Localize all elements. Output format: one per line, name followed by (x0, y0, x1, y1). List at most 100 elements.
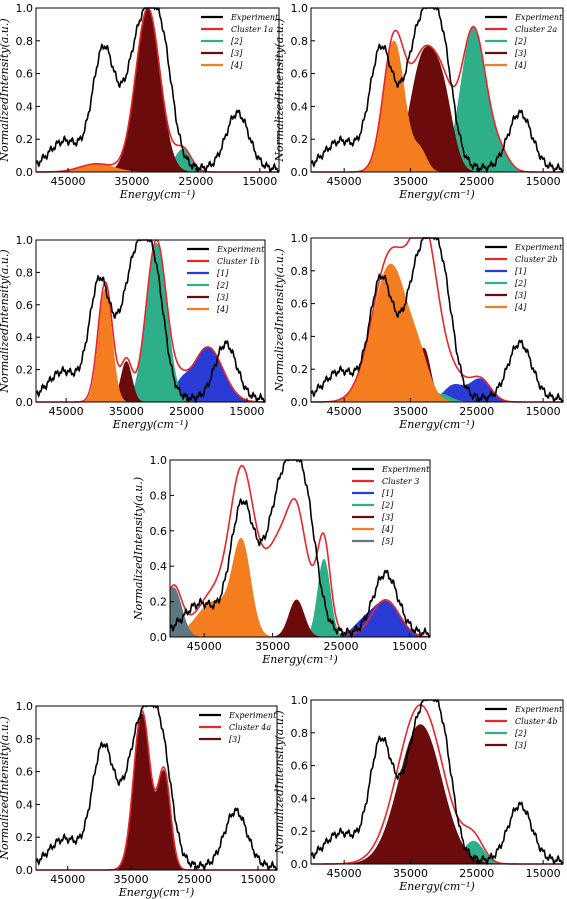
y-tick-label: 0.0 (291, 858, 309, 871)
legend-label: [2] (515, 37, 527, 46)
legend-label: Experiment (228, 711, 277, 720)
cluster-line (169, 464, 431, 638)
y-tick-label: 0.4 (291, 792, 309, 805)
y-tick-label: 0.4 (150, 560, 168, 573)
y-tick-label: 0.0 (291, 166, 309, 179)
x-axis-label: Energy(cm⁻¹) (119, 188, 196, 201)
y-tick-label: 0.8 (150, 489, 168, 502)
y-tick-label: 0.6 (150, 525, 168, 538)
y-tick-label: 0.8 (16, 266, 34, 279)
legend-label: Cluster 2a (515, 25, 557, 34)
y-tick-label: 0.8 (291, 35, 309, 48)
plot-frame (310, 237, 564, 403)
x-tick-label: 25000 (459, 867, 494, 880)
plot-frame (35, 7, 280, 173)
x-tick-label: 35000 (393, 405, 428, 418)
x-tick-label: 15000 (526, 175, 561, 188)
x-tick-label: 45000 (327, 405, 362, 418)
y-axis-label: NormalizedIntensity(a.u.) (132, 477, 145, 621)
plot-frame (310, 7, 564, 173)
y-tick-label: 0.6 (16, 766, 34, 779)
legend-label: [4] (382, 525, 394, 534)
experiment-line (35, 705, 278, 872)
y-axis-label: NormalizedIntensity(a.u.) (0, 716, 11, 860)
x-axis-label: Energy(cm⁻¹) (112, 418, 189, 431)
experiment-line (310, 699, 564, 866)
x-tick-label: 15000 (392, 640, 427, 653)
x-tick-label: 35000 (109, 405, 144, 418)
y-axis-label: NormalizedIntensity(a.u.) (0, 249, 11, 393)
legend-label: Experiment (381, 465, 430, 474)
x-tick-label: 15000 (229, 405, 264, 418)
y-tick-label: 0.2 (291, 133, 309, 146)
y-tick-label: 0.0 (16, 396, 34, 409)
y-tick-label: 0.8 (291, 265, 309, 278)
y-axis-label: NormalizedIntensity(a.u.) (273, 248, 286, 392)
x-tick-label: 35000 (114, 873, 149, 886)
legend-label: [5] (382, 537, 394, 546)
y-tick-label: 0.8 (16, 733, 34, 746)
x-axis-label: Energy(cm⁻¹) (261, 653, 338, 666)
legend-label: [4] (515, 61, 527, 70)
y-tick-label: 0.2 (150, 596, 168, 609)
y-tick-label: 0.6 (16, 68, 34, 81)
x-axis-label: Energy(cm⁻¹) (398, 880, 475, 893)
legend-label: [4] (515, 303, 527, 312)
chart-panel-1a: 0.0 0.2 0.4 0.6 0.8 1.0 45000 35000 25000 15000 En… (0, 2, 280, 201)
y-tick-label: 0.2 (16, 831, 34, 844)
component-area-1 (36, 713, 277, 871)
y-tick-label: 0.0 (16, 864, 34, 877)
x-tick-label: 35000 (393, 867, 428, 880)
legend-label: Cluster 4a (229, 723, 271, 732)
x-axis-label: Energy(cm⁻¹) (118, 886, 195, 899)
chart-panel-2a: 0.0 0.2 0.4 0.6 0.8 1.0 45000 35000 25000 15000 En… (273, 2, 564, 201)
legend-label: Experiment (230, 13, 279, 22)
legend-label: [3] (229, 735, 241, 744)
y-tick-label: 0.2 (291, 825, 309, 838)
x-tick-label: 15000 (240, 873, 275, 886)
y-tick-label: 0.0 (16, 166, 34, 179)
legend-label: [2] (515, 729, 527, 738)
legend-label: [3] (515, 741, 527, 750)
chart-panel-4b: 0.0 0.2 0.4 0.6 0.8 1.0 45000 35000 25000 15000 En… (273, 694, 564, 893)
y-tick-label: 0.4 (16, 331, 34, 344)
legend-label: Cluster 1a (231, 25, 273, 34)
x-tick-label: 25000 (178, 175, 213, 188)
x-tick-label: 15000 (242, 175, 277, 188)
y-tick-label: 1.0 (291, 2, 309, 15)
x-tick-label: 45000 (49, 405, 84, 418)
x-tick-label: 45000 (50, 175, 85, 188)
x-tick-label: 35000 (114, 175, 149, 188)
legend-label: [1] (382, 489, 394, 498)
y-tick-label: 0.2 (16, 364, 34, 377)
chart-panel-2b: 0.0 0.2 0.4 0.6 0.8 1.0 45000 35000 25000 15000 En… (273, 232, 564, 431)
y-tick-label: 0.8 (16, 35, 34, 48)
experiment-line (35, 239, 266, 404)
x-tick-label: 25000 (459, 175, 494, 188)
y-tick-label: 0.4 (291, 330, 309, 343)
legend-label: Cluster 2b (515, 255, 557, 264)
y-tick-label: 1.0 (291, 694, 309, 707)
experiment-line (310, 237, 564, 404)
x-tick-label: 25000 (324, 640, 359, 653)
legend-label: [3] (515, 49, 527, 58)
y-tick-label: 1.0 (16, 700, 34, 713)
y-axis-label: NormalizedIntensity(a.u.) (0, 18, 11, 162)
legend-label: [4] (217, 305, 229, 314)
x-tick-label: 45000 (327, 175, 362, 188)
chart-panel-4a: 0.0 0.2 0.4 0.6 0.8 1.0 45000 35000 25000 15000 En… (0, 700, 278, 899)
y-tick-label: 0.0 (291, 396, 309, 409)
y-tick-label: 0.2 (291, 363, 309, 376)
legend-label: Cluster 3 (382, 477, 419, 486)
legend-label: [3] (217, 293, 229, 302)
chart-panel-1b: 0.0 0.2 0.4 0.6 0.8 1.0 45000 35000 25000 15000 En… (0, 234, 266, 431)
legend-label: [2] (382, 501, 394, 510)
y-tick-label: 0.6 (291, 68, 309, 81)
legend-label: [1] (515, 267, 527, 276)
y-tick-label: 0.8 (291, 727, 309, 740)
legend-label: [4] (231, 61, 243, 70)
experiment-line (169, 459, 431, 639)
plot-frame (310, 699, 564, 865)
y-tick-label: 0.0 (150, 631, 168, 644)
y-axis-label: NormalizedIntensity(a.u.) (273, 710, 286, 854)
